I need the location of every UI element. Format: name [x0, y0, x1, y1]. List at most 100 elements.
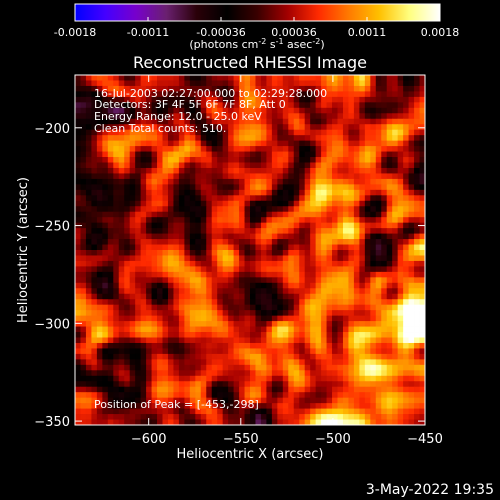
heatmap-pixel	[162, 135, 169, 142]
heatmap-pixel	[353, 260, 360, 267]
heatmap-pixel	[162, 342, 169, 349]
heatmap-pixel	[206, 222, 213, 229]
heatmap-pixel	[381, 260, 388, 267]
heatmap-pixel	[239, 113, 245, 120]
heatmap-pixel	[353, 370, 360, 377]
heatmap-pixel	[266, 266, 273, 273]
heatmap-pixel	[75, 332, 81, 338]
heatmap-pixel	[96, 342, 103, 349]
heatmap-pixel	[135, 381, 142, 388]
heatmap-pixel	[348, 260, 355, 267]
heatmap-pixel	[124, 140, 131, 147]
heatmap-pixel	[337, 162, 344, 169]
heatmap-pixel	[222, 200, 229, 207]
heatmap-pixel	[146, 178, 152, 185]
heatmap-pixel	[304, 184, 311, 191]
heatmap-pixel	[375, 178, 382, 185]
heatmap-pixel	[124, 184, 131, 191]
heatmap-pixel	[244, 129, 251, 136]
heatmap-pixel	[386, 167, 393, 174]
heatmap-pixel	[282, 299, 289, 306]
heatmap-pixel	[173, 321, 180, 327]
heatmap-pixel	[381, 266, 388, 273]
heatmap-pixel	[173, 271, 180, 278]
heatmap-pixel	[299, 299, 306, 306]
heatmap-pixel	[419, 414, 425, 420]
heatmap-pixel	[337, 255, 344, 262]
heatmap-pixel	[392, 178, 399, 185]
heatmap-pixel	[359, 266, 366, 273]
heatmap-pixel	[200, 146, 207, 152]
heatmap-pixel	[75, 189, 81, 196]
heatmap-pixel	[135, 288, 142, 295]
heatmap-pixel	[85, 96, 92, 103]
heatmap-pixel	[118, 370, 125, 377]
heatmap-pixel	[228, 337, 234, 344]
heatmap-pixel	[277, 266, 284, 273]
heatmap-pixel	[189, 381, 196, 388]
heatmap-pixel	[342, 288, 349, 295]
heatmap-pixel	[299, 167, 306, 174]
heatmap-pixel	[419, 403, 425, 409]
heatmap-pixel	[184, 129, 191, 136]
heatmap-pixel	[419, 206, 425, 213]
heatmap-pixel	[392, 337, 399, 344]
heatmap-pixel	[151, 260, 158, 267]
heatmap-pixel	[375, 91, 382, 98]
heatmap-pixel	[266, 299, 273, 306]
heatmap-pixel	[129, 151, 136, 158]
heatmap-pixel	[299, 162, 306, 169]
heatmap-pixel	[178, 244, 185, 251]
heatmap-pixel	[370, 228, 377, 234]
heatmap-pixel	[217, 271, 224, 278]
heatmap-pixel	[266, 288, 273, 295]
heatmap-pixel	[189, 206, 196, 213]
heatmap-pixel	[124, 359, 131, 366]
heatmap-pixel	[146, 173, 152, 180]
heatmap-pixel	[200, 124, 207, 131]
heatmap-pixel	[91, 364, 98, 371]
heatmap-pixel	[80, 129, 87, 136]
heatmap-pixel	[244, 184, 251, 191]
heatmap-pixel	[206, 206, 213, 213]
heatmap-pixel	[315, 162, 322, 169]
heatmap-pixel	[200, 348, 207, 355]
heatmap-pixel	[353, 288, 360, 295]
heatmap-pixel	[195, 75, 202, 81]
heatmap-pixel	[228, 293, 234, 300]
heatmap-pixel	[91, 260, 98, 267]
heatmap-pixel	[173, 293, 180, 300]
heatmap-pixel	[359, 135, 366, 142]
heatmap-pixel	[85, 293, 92, 300]
heatmap-pixel	[255, 282, 262, 289]
heatmap-pixel	[80, 167, 87, 174]
heatmap-pixel	[419, 107, 425, 114]
heatmap-pixel	[222, 364, 229, 371]
heatmap-pixel	[217, 364, 224, 371]
heatmap-pixel	[178, 222, 185, 229]
heatmap-pixel	[91, 403, 98, 409]
heatmap-pixel	[408, 239, 415, 245]
x-axis-label: Heliocentric X (arcsec)	[177, 447, 324, 462]
heatmap-pixel	[250, 157, 256, 163]
heatmap-pixel	[189, 146, 196, 152]
heatmap-pixel	[321, 359, 327, 366]
heatmap-pixel	[146, 348, 152, 355]
heatmap-pixel	[96, 157, 103, 163]
heatmap-pixel	[250, 288, 256, 295]
heatmap-pixel	[211, 288, 218, 295]
heatmap-pixel	[271, 178, 278, 185]
heatmap-pixel	[239, 332, 245, 338]
heatmap-pixel	[173, 364, 180, 371]
heatmap-pixel	[195, 326, 202, 333]
heatmap-pixel	[397, 271, 404, 278]
heatmap-pixel	[146, 239, 152, 245]
heatmap-pixel	[222, 151, 229, 158]
heatmap-pixel	[135, 244, 142, 251]
heatmap-pixel	[222, 113, 229, 120]
heatmap-pixel	[337, 288, 344, 295]
heatmap-pixel	[146, 233, 152, 240]
heatmap-pixel	[135, 293, 142, 300]
heatmap-pixel	[277, 414, 284, 420]
heatmap-pixel	[293, 85, 300, 92]
